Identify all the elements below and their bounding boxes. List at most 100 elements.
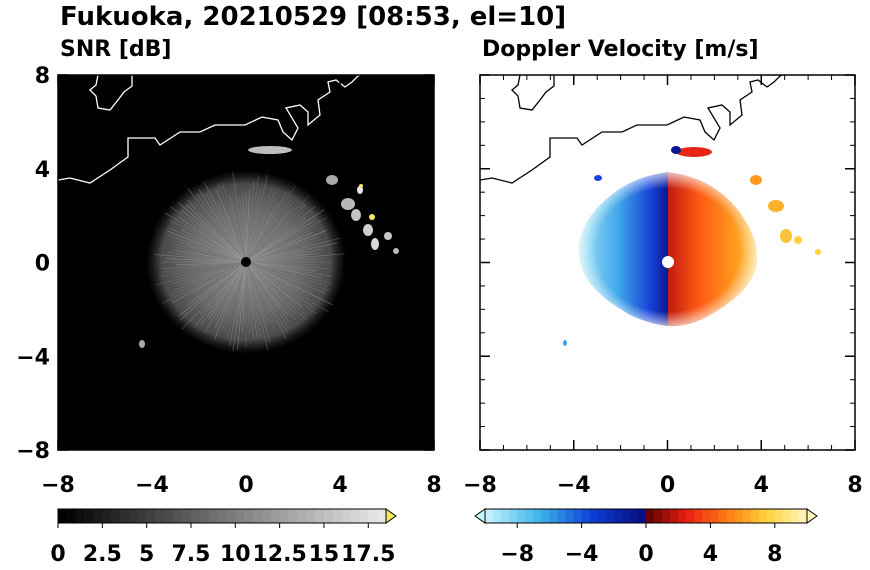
snr-radial-ray [166, 230, 247, 263]
snr-colorbar-bin [315, 509, 325, 523]
snr-radial-ray [245, 230, 327, 263]
snr-radial-ray [179, 261, 247, 321]
snr-radial-ray [245, 197, 266, 263]
doppler-colorbar-tick-label: 0 [638, 542, 653, 567]
snr-radial-ray [245, 210, 305, 263]
doppler-xtick-label: 4 [754, 473, 769, 498]
snr-echo-north [248, 146, 292, 154]
snr-radial-ray [245, 261, 314, 293]
snr-colorbar-bin [190, 509, 201, 523]
snr-radial-ray [178, 241, 247, 263]
snr-radial-ray [245, 187, 273, 263]
doppler-axes: −8 −4 0 4 8 [463, 74, 863, 498]
snr-radial-ray [194, 261, 247, 328]
doppler-colorbar-bin [485, 509, 494, 523]
snr-radial-ray [245, 194, 286, 263]
snr-ytick-label: 8 [35, 64, 50, 89]
snr-radial-ray [245, 217, 307, 263]
snr-coastline [58, 75, 361, 184]
snr-radial-ray [245, 242, 338, 263]
snr-colorbar-bin [182, 509, 192, 523]
snr-colorbar-bin [155, 509, 165, 523]
snr-xtick-label: −8 [41, 473, 75, 498]
doppler-colorbar-extend-low [474, 508, 486, 524]
doppler-colorbar-bin [662, 509, 671, 523]
snr-panel-title: SNR [dB] [60, 37, 171, 62]
doppler-colorbar-bin [637, 509, 647, 523]
snr-radial-ray [245, 261, 333, 277]
snr-colorbar-bin [235, 509, 245, 523]
snr-radial-ray [239, 196, 247, 263]
doppler-coastline-north [511, 75, 555, 111]
snr-radar-site [241, 257, 251, 267]
snr-radial-ray [245, 175, 260, 263]
snr-radial-ray [208, 261, 247, 320]
doppler-panel-title: Doppler Velocity [m/s] [482, 37, 759, 62]
doppler-echo-north-red [676, 147, 712, 157]
doppler-colorbar-bin [565, 509, 574, 523]
doppler-colorbar-bin [726, 509, 735, 523]
snr-radial-ray [229, 261, 247, 346]
snr-colorbar-bin [261, 509, 272, 523]
doppler-colorbar-bin [525, 509, 534, 523]
snr-radial-ray [245, 194, 278, 263]
snr-colorbar-bin [173, 509, 183, 523]
snr-radial-ray [245, 261, 296, 314]
snr-radial-ray [245, 261, 333, 285]
doppler-colorbar-bin [718, 509, 727, 523]
snr-colorbar: 0 2.5 5 7.5 10 12.5 15 17.5 [50, 508, 397, 567]
doppler-colorbar-bin [573, 509, 582, 523]
snr-colorbar-bin [359, 509, 369, 523]
snr-colorbar-bin [75, 509, 85, 523]
snr-radial-ray [245, 201, 295, 263]
snr-colorbar-bin [297, 509, 307, 523]
snr-radial-ray [245, 261, 310, 298]
snr-radial-ray [245, 261, 303, 308]
snr-radial-ray [245, 261, 333, 306]
snr-radial-ray [178, 202, 247, 263]
snr-colorbar-tick-label: 17.5 [341, 542, 395, 567]
snr-radial-ray [245, 261, 289, 317]
doppler-colorbar-bin [750, 509, 759, 523]
doppler-colorbar: −8 −4 0 4 8 [474, 508, 818, 567]
snr-colorbar-bin [217, 509, 227, 523]
snr-colorbar-bin [270, 509, 280, 523]
snr-colorbar-bin [332, 509, 342, 523]
doppler-echo-southwest [563, 340, 567, 346]
snr-radial-ray [178, 216, 247, 263]
snr-radial-ray [245, 248, 324, 263]
snr-radial-ray [154, 254, 247, 263]
snr-colorbar-bin [323, 509, 334, 523]
snr-radial-ray [245, 261, 323, 279]
snr-radial-ray [245, 175, 268, 263]
snr-colorbar-bin [128, 509, 139, 523]
snr-radial-ray [187, 187, 247, 263]
figure-title: Fukuoka, 20210529 [08:53, el=10] [60, 2, 566, 32]
doppler-colorbar-bin [629, 509, 639, 523]
snr-radial-ray [245, 261, 329, 313]
snr-colorbar-bin [120, 509, 130, 523]
doppler-xtick-label: −4 [557, 473, 591, 498]
snr-radial-ray [245, 232, 313, 263]
snr-radial-ray [175, 261, 247, 266]
snr-ytick-label: −4 [16, 345, 50, 370]
doppler-colorbar-bin [533, 509, 542, 523]
doppler-colorbar-bin [654, 509, 663, 523]
snr-radial-ray [215, 261, 247, 329]
snr-radial-ray [232, 261, 247, 352]
snr-radial-ray [245, 189, 261, 263]
snr-radial-ray [199, 261, 247, 327]
snr-radial-ray [168, 227, 247, 263]
snr-colorbar-tick-label: 7.5 [171, 542, 210, 567]
snr-radial-ray [245, 202, 278, 263]
snr-radial-ray [185, 261, 247, 303]
snr-colorbar-bin [84, 509, 94, 523]
doppler-colorbar-bin [581, 509, 590, 523]
doppler-colorbar-tick-label: 8 [767, 542, 782, 567]
snr-radial-ray [245, 261, 289, 334]
snr-radial-ray [245, 261, 254, 339]
snr-radial-ray [185, 261, 247, 307]
doppler-colorbar-bin [766, 509, 776, 523]
snr-colorbar-bin [288, 509, 298, 523]
snr-radial-ray [245, 261, 329, 270]
